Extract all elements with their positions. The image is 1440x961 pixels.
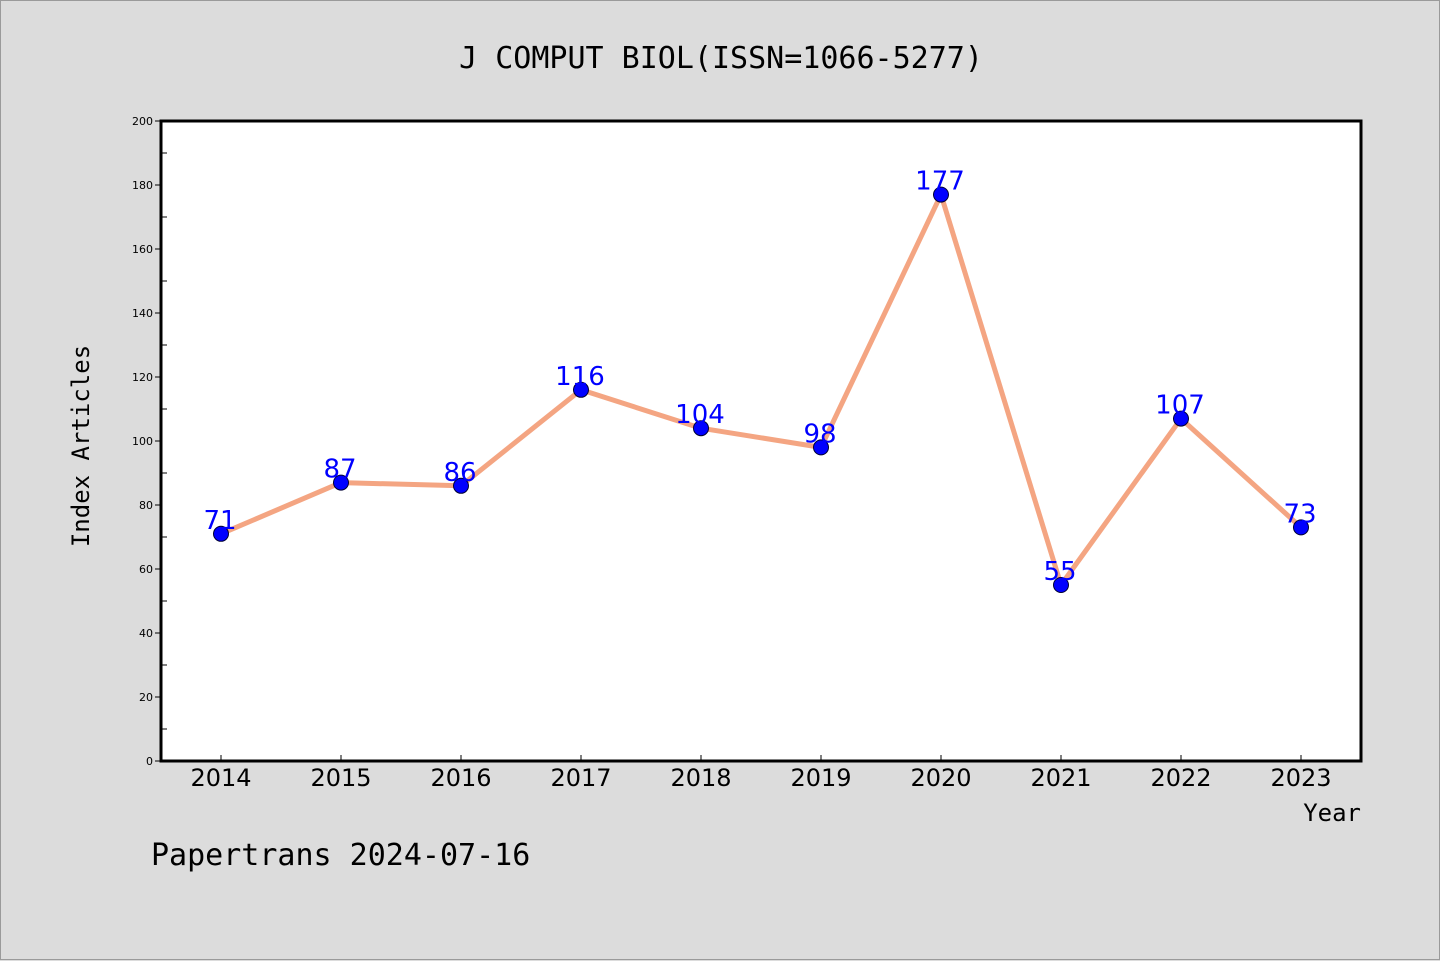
y-tick-label: 180 — [132, 179, 153, 192]
data-value-label: 116 — [555, 362, 605, 392]
data-value-label: 107 — [1155, 391, 1205, 421]
x-tick-label: 2020 — [910, 764, 971, 792]
y-axis-label: Index Articles — [67, 345, 95, 547]
footer-credit: Papertrans 2024-07-16 — [151, 838, 530, 873]
data-value-label: 71 — [203, 506, 236, 536]
y-tick-label: 160 — [132, 243, 153, 256]
data-point-marker — [1293, 519, 1309, 536]
y-tick-label: 0 — [146, 755, 153, 768]
data-point-marker — [333, 474, 349, 491]
y-tick-label: 200 — [132, 115, 153, 128]
y-tick-label: 100 — [132, 435, 153, 448]
data-point-marker — [813, 439, 829, 456]
y-tick-label: 40 — [139, 627, 153, 640]
x-tick-label: 2014 — [190, 764, 251, 792]
data-value-label: 86 — [443, 458, 476, 488]
x-tick-label: 2022 — [1150, 764, 1211, 792]
x-tick-label: 2015 — [310, 764, 371, 792]
x-tick-label: 2017 — [550, 764, 611, 792]
data-point-marker — [693, 420, 709, 437]
y-tick-label: 60 — [139, 563, 153, 576]
data-value-label: 98 — [803, 419, 836, 449]
data-value-label: 177 — [915, 167, 965, 197]
data-point-marker — [1053, 577, 1069, 593]
y-axis-ticks: 0 20 40 60 80 100 120 140 160 180 200 — [132, 115, 167, 768]
chart-title: J COMPUT BIOL(ISSN=1066-5277) — [459, 41, 983, 76]
data-point-marker — [573, 381, 589, 398]
data-point-marker — [1173, 410, 1189, 427]
data-markers — [213, 186, 1309, 593]
x-tick-label: 2023 — [1270, 764, 1331, 792]
x-tick-label: 2019 — [790, 764, 851, 792]
data-value-label: 55 — [1043, 557, 1076, 587]
data-point-marker — [213, 525, 229, 542]
data-value-label: 73 — [1283, 499, 1316, 529]
x-tick-label: 2021 — [1030, 764, 1091, 792]
x-axis-label: Year — [1303, 799, 1361, 827]
x-axis-ticks: 2014 2015 2016 2017 2018 2019 2020 2021 2022 2023 — [190, 755, 1332, 792]
y-tick-label: 80 — [139, 499, 153, 512]
data-value-label: 104 — [675, 400, 725, 430]
x-tick-label: 2018 — [670, 764, 731, 792]
y-tick-label: 120 — [132, 371, 153, 384]
data-value-label: 87 — [323, 455, 356, 485]
x-tick-label: 2016 — [430, 764, 491, 792]
series-line — [220, 192, 1303, 588]
data-point-marker — [453, 477, 469, 494]
data-labels: 71 87 86 116 104 98 177 55 107 73 — [203, 167, 1316, 587]
data-point-marker — [933, 186, 949, 203]
plot-area — [159, 119, 1363, 763]
y-tick-label: 20 — [139, 691, 153, 704]
y-tick-label: 140 — [132, 307, 153, 320]
